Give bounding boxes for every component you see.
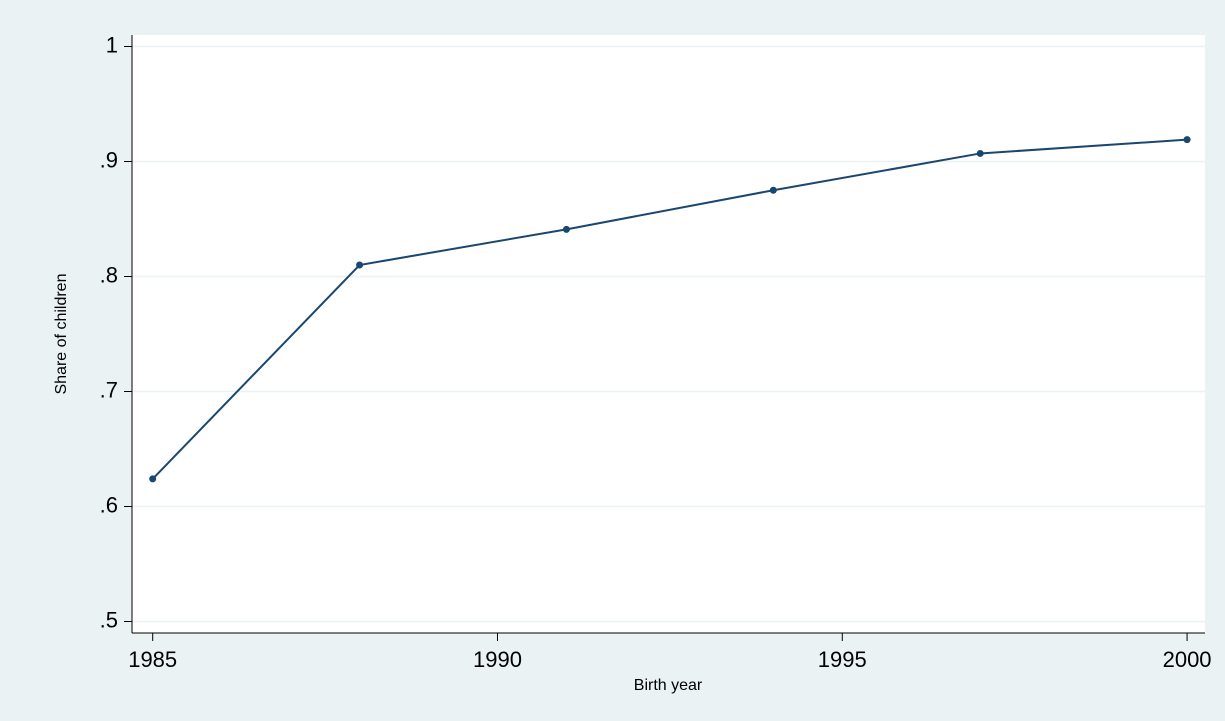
y-axis-title: Share of children: [53, 274, 70, 395]
marker: [356, 261, 364, 269]
marker: [976, 149, 984, 157]
marker: [769, 186, 777, 194]
y-tick-label: 1: [106, 32, 118, 57]
y-tick-label: .5: [100, 607, 118, 632]
y-tick-label: .9: [100, 147, 118, 172]
x-tick-label: 1985: [128, 647, 177, 672]
y-tick-label: .7: [100, 377, 118, 402]
x-axis-title: Birth year: [634, 677, 703, 694]
marker: [149, 475, 157, 483]
plot-area: [132, 35, 1205, 633]
x-tick-label: 1990: [473, 647, 522, 672]
y-tick-label: .8: [100, 262, 118, 287]
marker: [1183, 136, 1191, 144]
line: [151, 138, 1188, 480]
marker: [562, 225, 570, 233]
y-tick-label: .6: [100, 492, 118, 517]
x-tick-label: 2000: [1163, 647, 1212, 672]
x-tick-label: 1995: [818, 647, 867, 672]
